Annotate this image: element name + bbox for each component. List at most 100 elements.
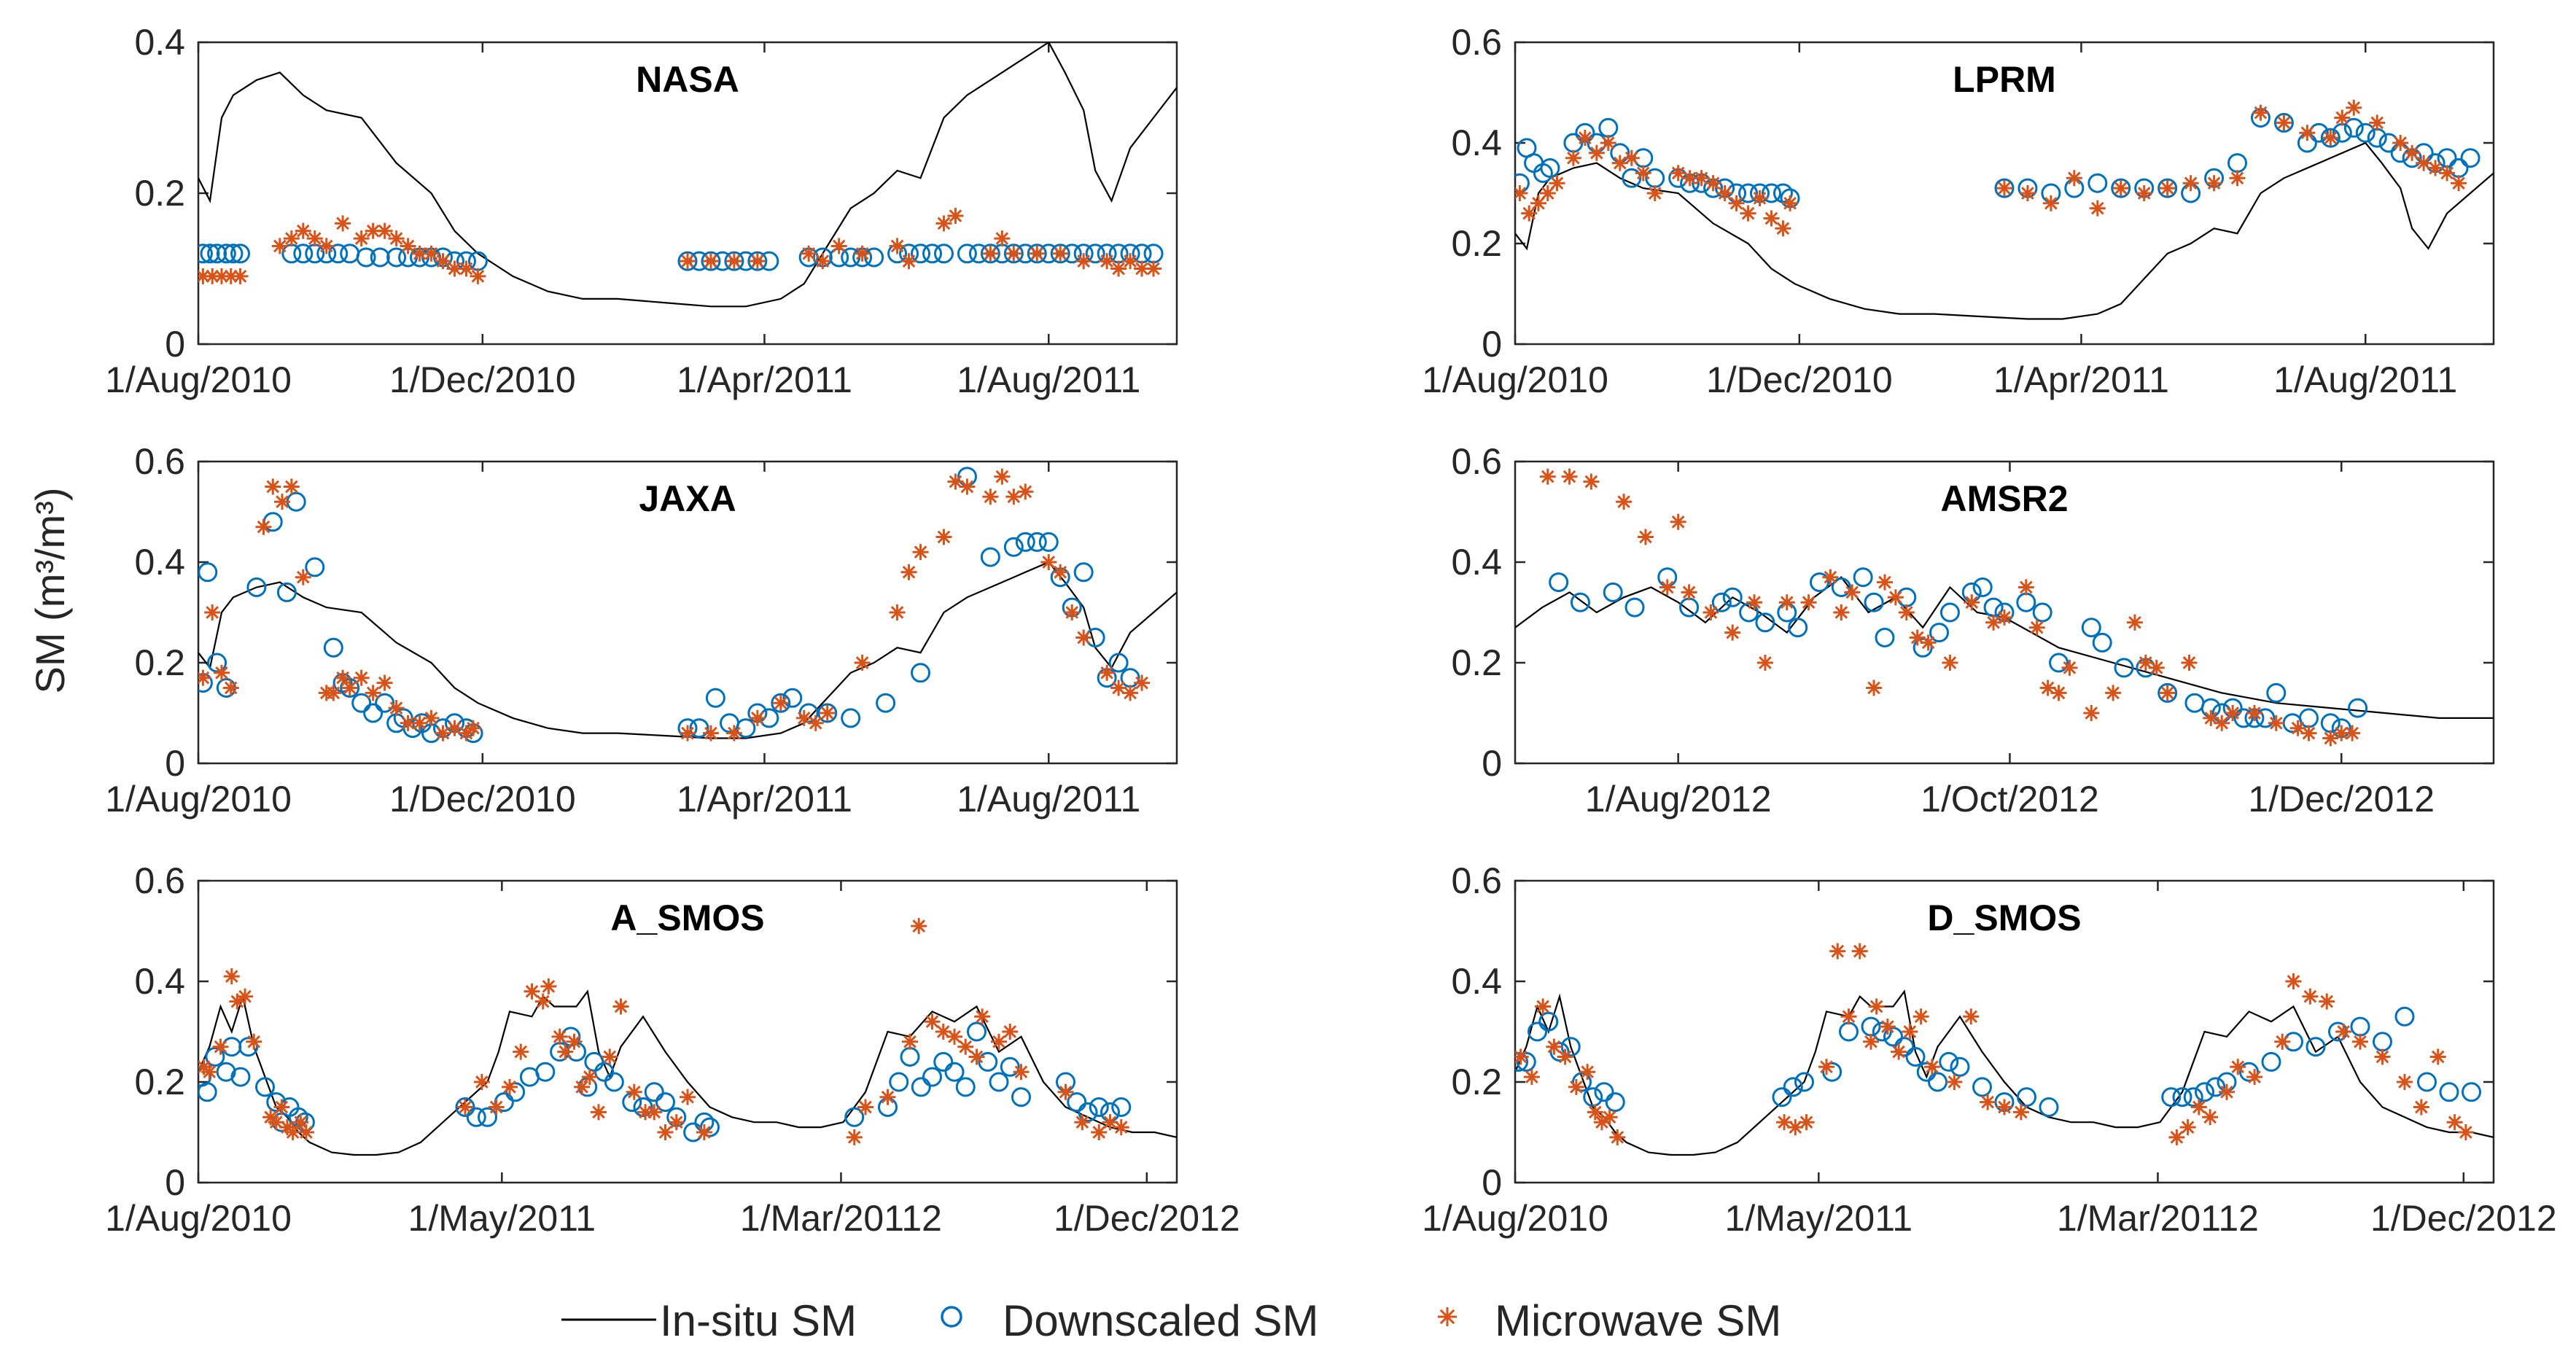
legend-microwave-star bbox=[1438, 1307, 1457, 1326]
microwave-point bbox=[265, 478, 281, 495]
microwave-point bbox=[1782, 195, 1799, 211]
x-tick-label: 1/Dec/2010 bbox=[1706, 359, 1893, 400]
microwave-point bbox=[353, 669, 370, 686]
microwave-point bbox=[1565, 149, 1581, 166]
microwave-point bbox=[458, 260, 475, 277]
downscaled-point bbox=[2417, 1072, 2437, 1092]
downscaled-point bbox=[2320, 128, 2340, 148]
downscaled-point bbox=[980, 244, 1000, 264]
microwave-point bbox=[2268, 715, 2284, 731]
panel-d-smos: 0 0.2 0.4 0.6 1/Aug/2010 1/May/2011 1/Mar/2011… bbox=[1422, 860, 2557, 1239]
downscaled-point bbox=[1027, 532, 1047, 552]
downscaled-point bbox=[2172, 1087, 2192, 1107]
x-tick-label: 1/Aug/2010 bbox=[105, 1198, 292, 1239]
microwave-point bbox=[502, 1078, 518, 1095]
microwave-point bbox=[2089, 200, 2106, 217]
microwave-point bbox=[1122, 253, 1139, 270]
microwave-point bbox=[2285, 973, 2302, 989]
y-tick-label: 0.6 bbox=[134, 860, 185, 901]
axes-box bbox=[197, 460, 1178, 765]
microwave-point bbox=[2276, 114, 2292, 131]
microwave-point bbox=[341, 680, 358, 696]
microwave-point bbox=[1705, 175, 1721, 192]
panel-lprm: 0 0.2 0.4 0.6 1/Aug/2010 1/Dec/2010 1/Apr/2011… bbox=[1422, 22, 2495, 400]
downscaled-point bbox=[1027, 244, 1047, 264]
downscaled-point bbox=[505, 1082, 526, 1102]
x-tick-label: 1/Aug/2010 bbox=[105, 359, 292, 400]
downscaled-point bbox=[2261, 1051, 2281, 1072]
microwave-point bbox=[1515, 1048, 1529, 1065]
downscaled-point bbox=[2305, 1037, 2326, 1057]
x-tick-label: 1/Apr/2011 bbox=[677, 359, 852, 400]
downscaled-point bbox=[1994, 178, 2015, 198]
microwave-point bbox=[2202, 1109, 2219, 1126]
downscaled-point bbox=[1078, 1102, 1098, 1122]
x-tick-label: 1/Aug/2011 bbox=[957, 359, 1140, 400]
downscaled-point bbox=[911, 1077, 931, 1097]
microwave-point bbox=[1822, 569, 1839, 585]
downscaled-point bbox=[922, 244, 942, 264]
data-layer bbox=[198, 467, 1177, 744]
downscaled-point bbox=[205, 1047, 225, 1067]
microwave-point bbox=[1946, 1074, 1963, 1090]
downscaled-point bbox=[1679, 597, 1700, 618]
microwave-point bbox=[2112, 180, 2129, 197]
microwave-point bbox=[271, 238, 288, 254]
downscaled-point bbox=[705, 688, 725, 708]
microwave-point bbox=[2214, 715, 2230, 731]
microwave-point bbox=[1751, 190, 1768, 206]
y-tick-label: 0 bbox=[1482, 743, 1502, 784]
downscaled-point bbox=[1067, 1092, 1087, 1113]
microwave-point bbox=[400, 238, 416, 254]
microwave-point bbox=[1912, 1008, 1929, 1025]
downscaled-point bbox=[1143, 244, 1164, 264]
downscaled-point bbox=[340, 244, 360, 264]
y-tick-label: 0 bbox=[165, 743, 185, 784]
insitu-line bbox=[1515, 989, 2494, 1156]
x-tick-label: 1/Aug/2010 bbox=[1422, 359, 1608, 400]
data-layer bbox=[1515, 468, 2494, 747]
downscaled-point bbox=[1572, 1072, 1592, 1092]
panel-title: D_SMOS bbox=[1927, 898, 2081, 938]
downscaled-point bbox=[724, 251, 744, 271]
microwave-point bbox=[924, 1013, 941, 1030]
microwave-point bbox=[1829, 943, 1846, 959]
downscaled-point bbox=[817, 703, 838, 723]
data-layer bbox=[1515, 99, 2494, 320]
downscaled-point bbox=[1755, 612, 1775, 633]
downscaled-point bbox=[1761, 183, 1781, 203]
microwave-point bbox=[1963, 1008, 1980, 1025]
microwave-point bbox=[1002, 1024, 1019, 1040]
microwave-point bbox=[1052, 245, 1069, 262]
downscaled-point bbox=[2092, 632, 2112, 653]
microwave-point bbox=[889, 238, 906, 254]
microwave-point bbox=[680, 725, 696, 741]
downscaled-point bbox=[1864, 592, 1884, 612]
microwave-point bbox=[1868, 998, 1885, 1015]
microwave-point bbox=[749, 253, 766, 270]
microwave-point bbox=[1844, 584, 1861, 601]
microwave-point bbox=[902, 1033, 918, 1050]
microwave-point bbox=[2190, 1099, 2207, 1116]
downscaled-point bbox=[2227, 153, 2248, 174]
microwave-point bbox=[2246, 705, 2262, 721]
microwave-point bbox=[1670, 165, 1686, 182]
microwave-point bbox=[626, 1083, 642, 1100]
y-tick-label: 0.2 bbox=[134, 173, 185, 214]
downscaled-point bbox=[701, 251, 721, 271]
legend-downscaled-label: Downscaled SM bbox=[1003, 1296, 1319, 1345]
microwave-point bbox=[295, 222, 311, 239]
microwave-point bbox=[725, 725, 742, 741]
microwave-point bbox=[1616, 494, 1633, 510]
downscaled-point bbox=[2348, 698, 2368, 718]
microwave-point bbox=[2334, 109, 2351, 126]
microwave-point bbox=[680, 253, 696, 270]
microwave-point bbox=[900, 253, 917, 270]
downscaled-point bbox=[1622, 168, 1642, 188]
microwave-point bbox=[318, 238, 335, 254]
microwave-point bbox=[959, 478, 976, 495]
microwave-point bbox=[935, 529, 952, 545]
microwave-point bbox=[400, 715, 416, 731]
microwave-point bbox=[2252, 104, 2269, 121]
downscaled-point bbox=[1722, 587, 1743, 607]
